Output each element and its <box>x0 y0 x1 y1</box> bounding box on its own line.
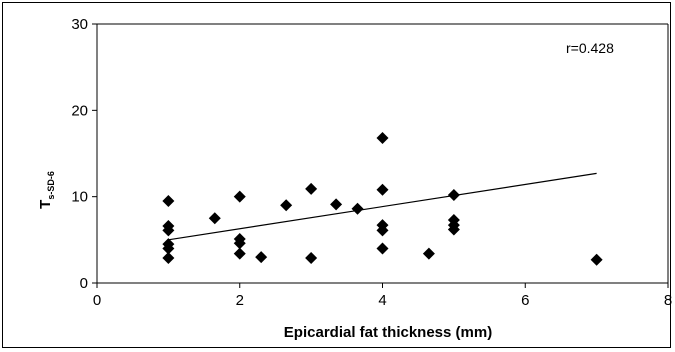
data-point <box>280 199 293 212</box>
y-tick-label: 30 <box>71 16 88 33</box>
data-point <box>233 190 246 203</box>
data-point <box>447 223 460 236</box>
data-point <box>255 251 268 264</box>
data-point <box>590 253 603 266</box>
x-axis-title: Epicardial fat thickness (mm) <box>284 324 492 341</box>
data-point <box>422 247 435 260</box>
data-point <box>233 237 246 250</box>
y-tick-label: 20 <box>71 102 88 119</box>
x-tick-label: 8 <box>664 292 672 309</box>
chart-frame <box>2 2 671 348</box>
x-tick-label: 4 <box>378 292 386 309</box>
data-point <box>351 202 364 215</box>
data-point <box>162 242 175 255</box>
data-point <box>233 247 246 260</box>
data-point <box>162 251 175 264</box>
data-point <box>376 242 389 255</box>
data-point <box>376 131 389 144</box>
data-point <box>376 224 389 237</box>
y-axis-title-sub: s-SD-6 <box>46 171 56 200</box>
trendline <box>168 172 597 241</box>
data-point <box>330 198 343 211</box>
x-ticks: 0 2 4 6 8 <box>93 283 672 309</box>
data-point <box>208 212 221 225</box>
correlation-annotation: r=0.428 <box>566 40 614 56</box>
data-point <box>305 182 318 195</box>
y-tick-label: 0 <box>80 275 88 292</box>
data-points <box>162 131 603 266</box>
data-point <box>162 224 175 237</box>
y-ticks: 0 10 20 30 <box>71 16 97 292</box>
y-axis-title-main: T <box>37 200 54 209</box>
x-tick-label: 6 <box>521 292 529 309</box>
data-point <box>162 194 175 207</box>
y-axis-title-text: Ts-SD-6 <box>37 171 56 209</box>
x-tick-label: 0 <box>93 292 101 309</box>
x-tick-label: 2 <box>236 292 244 309</box>
data-point <box>376 183 389 196</box>
data-point <box>305 251 318 264</box>
plot-area: 0 2 4 6 8 0 10 20 30 <box>71 16 672 309</box>
y-axis-title: Ts-SD-6 <box>37 171 56 209</box>
y-tick-label: 10 <box>71 189 88 206</box>
